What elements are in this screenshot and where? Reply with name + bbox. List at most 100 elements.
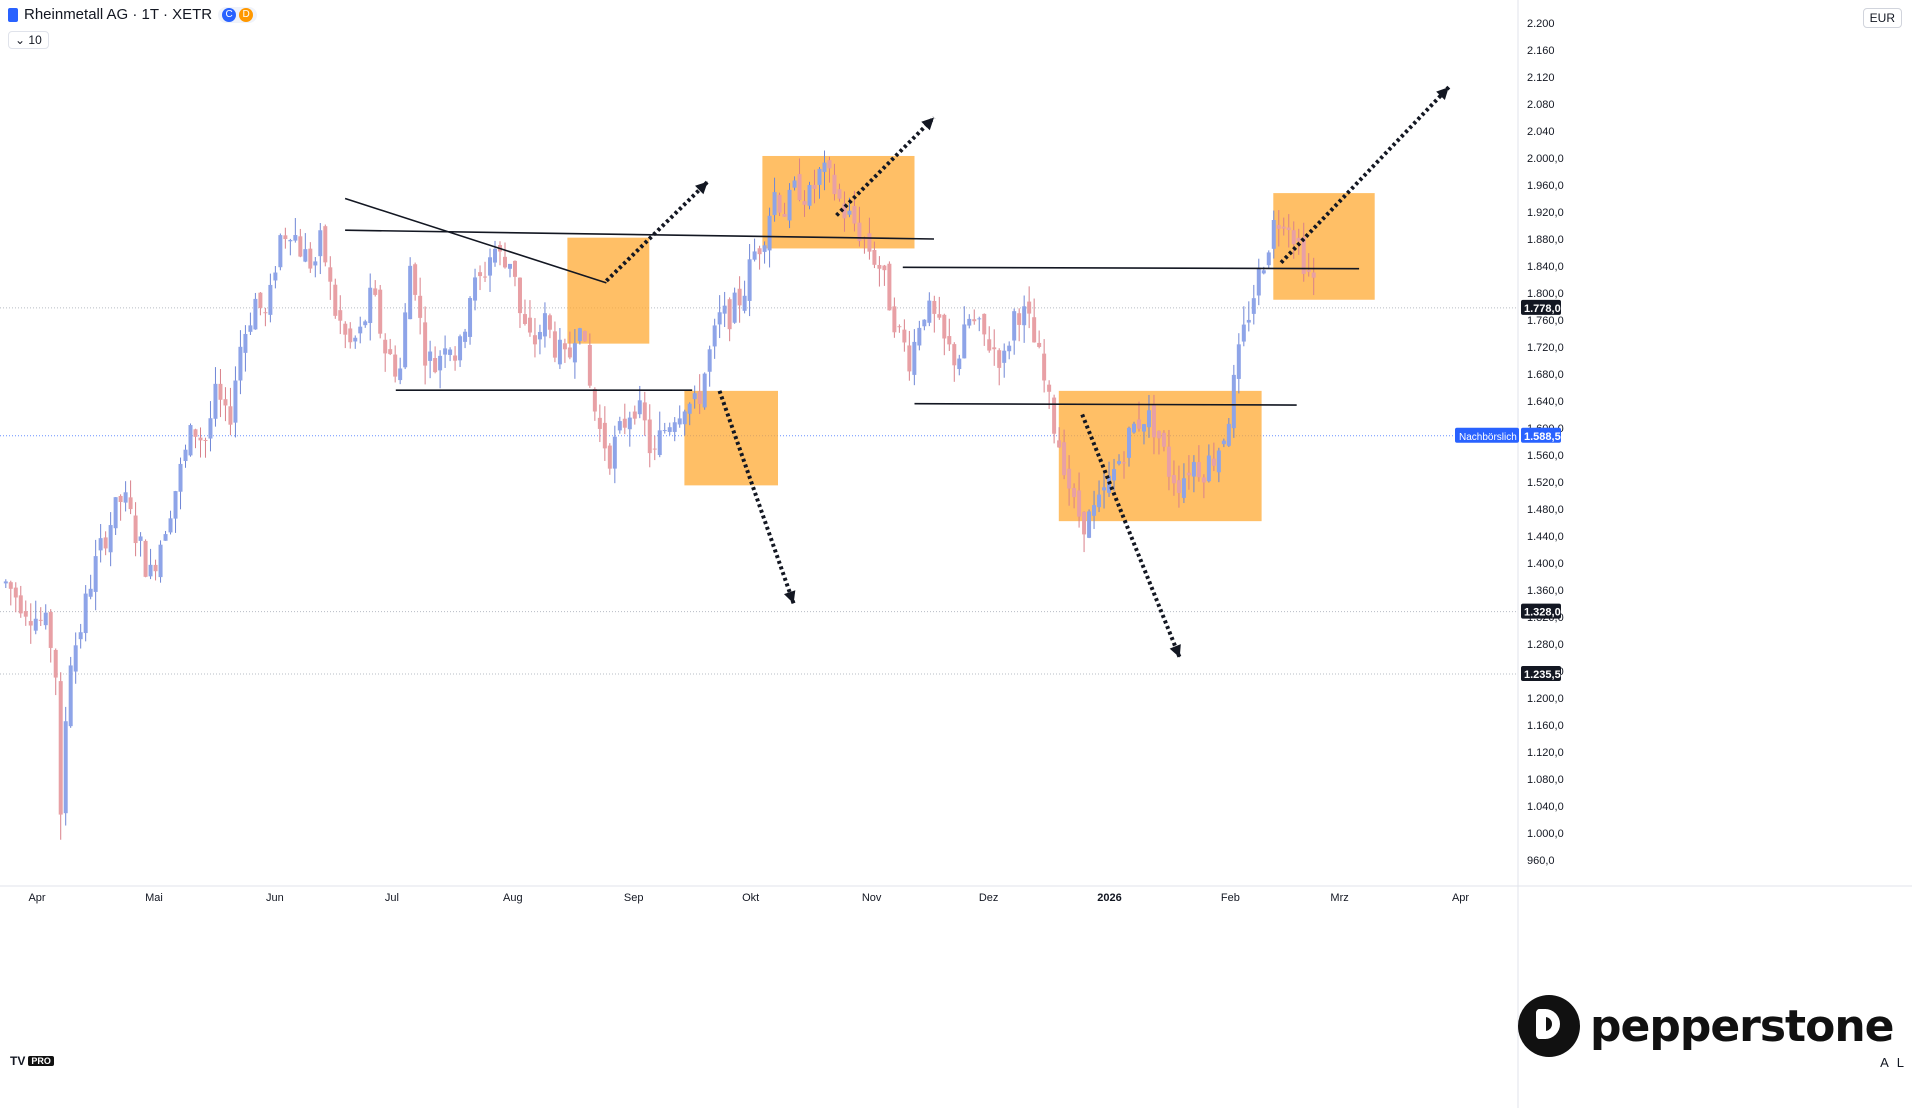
candle-body — [792, 180, 797, 188]
candle-body — [1291, 230, 1296, 245]
candle-body — [278, 235, 283, 268]
price-tick-label: 1.160,0 — [1527, 720, 1564, 732]
volume-toggle[interactable]: ⌄ 10 — [8, 31, 49, 49]
candle-body — [1211, 458, 1216, 466]
session-tag-box — [1455, 427, 1519, 443]
price-tick-label: 1.560,0 — [1527, 450, 1564, 462]
candle-body — [917, 327, 922, 346]
candle-body — [183, 449, 188, 462]
candle-body — [687, 403, 692, 414]
candle-body — [378, 289, 383, 334]
session-tag-label: Nachbörslich — [1459, 432, 1517, 443]
candle-body — [787, 189, 792, 221]
pepperstone-p-icon — [1518, 995, 1580, 1057]
candle-body — [1012, 311, 1017, 341]
candle-body — [268, 284, 273, 315]
candle-body — [318, 230, 323, 257]
candle-body — [503, 256, 507, 268]
price-marker-label: 1.778,0 — [1524, 303, 1561, 315]
candle-body — [752, 251, 757, 260]
price-marker-box — [1521, 299, 1561, 315]
candle-body — [1146, 410, 1151, 428]
candle-body — [547, 315, 552, 330]
consolidation-box — [762, 155, 915, 249]
candle-body — [453, 355, 458, 361]
candle-body — [433, 358, 438, 373]
price-tick-label: 1.800,0 — [1527, 288, 1564, 300]
candle-body — [517, 277, 522, 314]
candle-body — [842, 203, 847, 219]
candle-body — [98, 538, 103, 551]
dotted-arrow-line — [717, 390, 796, 605]
candle-body — [912, 341, 917, 375]
candle-body — [867, 233, 872, 252]
candle-body — [1097, 494, 1102, 508]
candle-body — [1072, 488, 1077, 498]
status-badges[interactable]: C D — [218, 6, 258, 23]
candle-body — [233, 380, 238, 423]
candle-body — [203, 439, 208, 441]
price-tick-label: 2.080 — [1527, 99, 1555, 111]
candle-body — [632, 411, 637, 419]
candle-body — [897, 326, 902, 328]
candle-body — [193, 429, 198, 437]
candle-body — [53, 649, 58, 678]
auto-scale-button[interactable]: A — [1880, 1055, 1889, 1070]
candle-body — [1022, 306, 1027, 326]
candle-body — [1151, 404, 1156, 438]
candle-body — [702, 373, 707, 408]
candle-body — [408, 265, 413, 320]
time-tick-label: Jun — [266, 892, 284, 904]
price-marker-label: 1.588,5 — [1524, 431, 1561, 443]
candle-body — [238, 346, 243, 381]
badge-c: C — [222, 7, 237, 22]
candle-body — [303, 249, 308, 262]
candle-body — [1131, 423, 1136, 433]
candle-body — [602, 422, 607, 449]
candle-body — [1186, 472, 1191, 476]
candle-body — [782, 214, 787, 217]
candle-body — [802, 201, 807, 205]
candle-body — [1261, 270, 1266, 274]
candle-body — [1206, 455, 1211, 482]
candle-body — [747, 259, 752, 301]
symbol-title[interactable]: Rheinmetall AG · 1T · XETR — [24, 6, 213, 23]
candle-body — [8, 582, 13, 589]
log-scale-button[interactable]: L — [1896, 1055, 1904, 1070]
candle-body — [63, 721, 68, 814]
candle-body — [552, 331, 557, 358]
candle-body — [967, 318, 972, 326]
candle-body — [108, 525, 113, 553]
price-tick-label: 1.440,0 — [1527, 531, 1564, 543]
candle-body — [937, 314, 942, 318]
price-tick-label: 2.000,0 — [1527, 153, 1564, 165]
candle-body — [1117, 461, 1122, 464]
candle-body — [997, 350, 1002, 368]
time-tick-label: Dez — [979, 892, 999, 904]
candle-body — [1007, 345, 1012, 352]
candle-body — [1231, 374, 1236, 429]
price-tick-label: 960,0 — [1527, 855, 1555, 867]
price-tick-label: 1.760,0 — [1527, 315, 1564, 327]
candle-body — [1301, 237, 1306, 274]
candle-body — [612, 436, 617, 469]
candle-body — [582, 330, 587, 342]
candle-body — [832, 174, 837, 195]
time-tick-label: Mai — [145, 892, 163, 904]
candle-body — [93, 556, 98, 592]
candle-body — [1281, 226, 1286, 229]
candle-body — [253, 298, 258, 330]
candle-body — [1027, 301, 1032, 314]
candle-body — [742, 295, 747, 311]
candle-body — [1037, 342, 1042, 347]
currency-select[interactable]: EUR — [1862, 8, 1902, 28]
candle-body — [727, 299, 732, 330]
candle-body — [133, 515, 138, 544]
price-tick-label: 1.880,0 — [1527, 234, 1564, 246]
candle-body — [308, 248, 313, 269]
candle-body — [1271, 219, 1276, 249]
candle-body — [333, 284, 338, 316]
trend-line — [344, 197, 607, 284]
trend-line — [345, 229, 935, 240]
